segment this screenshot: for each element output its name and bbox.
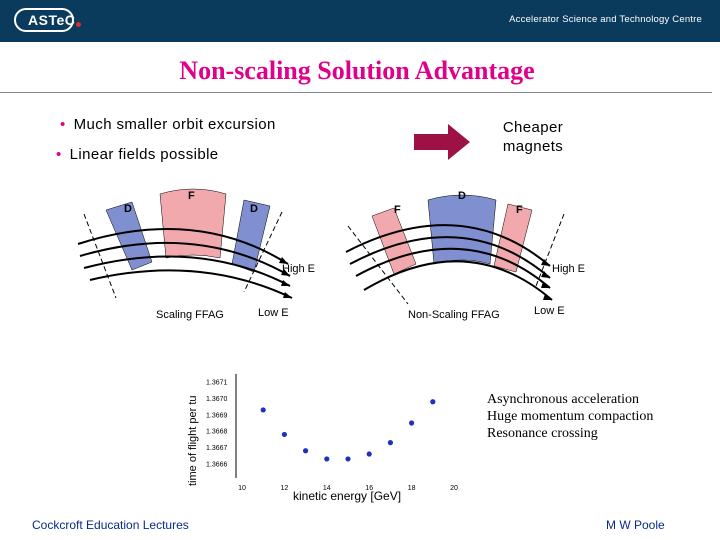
data-point [366,451,372,457]
bullet-item: • Much smaller orbit excursion [60,116,276,133]
nonscaling-ffag-diagram: F D F High E Low E Non-Scaling FFAG [345,190,585,321]
data-point [387,440,393,446]
y-tick-label: 1.3670 [206,396,228,403]
y-tick-label: 1.3667 [206,445,228,452]
x-tick-label: 14 [323,485,331,492]
x-tick-label: 18 [408,485,416,492]
result-line: Cheaper [502,119,564,136]
data-point [345,456,351,462]
energy-label: High E [282,263,315,275]
orbit-line [77,228,289,265]
magnet-label: D [124,203,132,215]
data-point [324,456,330,462]
orbit-line [79,241,291,277]
x-tick-label: 16 [365,485,373,492]
note-item: Huge momentum compaction [487,409,654,424]
y-tick-label: 1.3671 [206,380,228,387]
bullet-text: Much smaller orbit excursion [73,116,276,133]
magnet-label: D [250,203,258,215]
bullet-item: • Linear fields possible [56,146,219,163]
logo-dot-icon [76,22,81,27]
diagram-caption: Non-Scaling FFAG [408,309,500,321]
logo-text: ASTeC [28,12,76,28]
astec-logo: ASTeC [14,8,76,32]
magnet-label: D [458,190,466,202]
data-point [260,407,266,413]
header-bar: ASTeC Accelerator Science and Technology… [0,0,720,42]
x-tick-label: 20 [450,485,458,492]
bullet-text: Linear fields possible [69,146,219,163]
magnet-label: F [188,190,195,202]
x-tick-label: 10 [238,485,246,492]
bullet-icon: • [60,116,66,133]
data-point [303,448,309,454]
title-divider [0,92,712,93]
magnet-label: F [516,204,523,216]
y-axis-label: time of flight per tu [187,396,199,487]
magnet-label: F [394,204,401,216]
orbit-line [83,255,291,287]
orbit-line [363,260,553,301]
orbit-line [355,247,551,289]
boundary-line [243,211,283,293]
defocusing-magnet [105,201,153,271]
focusing-magnet [371,207,417,275]
note-item: Asynchronous acceleration [487,392,639,407]
data-point [409,420,415,426]
data-point [430,399,436,405]
note-item: Resonance crossing [487,426,598,441]
data-point [281,431,287,438]
y-tick-label: 1.3666 [206,461,228,468]
time-of-flight-chart: time of flight per tu kinetic energy [Ge… [187,374,458,503]
centre-name: Accelerator Science and Technology Centr… [509,14,702,25]
boundary-line [535,213,565,287]
orbit-line [89,269,293,299]
boundary-line [83,213,117,299]
notes-list: Asynchronous acceleration Huge momentum … [487,391,653,442]
x-tick-label: 12 [281,485,289,492]
energy-label: High E [552,263,585,275]
orbit-line [345,224,551,267]
scaling-ffag-diagram: D F D High E Low E Scaling FFAG [77,188,315,321]
diagram-caption: Scaling FFAG [156,309,224,321]
footer-left: Cockcroft Education Lectures [32,518,189,532]
slide-title: Non-scaling Solution Advantage [179,56,535,85]
x-axis-label: kinetic energy [GeV] [293,489,401,503]
right-arrow-icon [414,124,470,160]
result-line: magnets [502,138,564,155]
energy-label: Low E [258,307,289,319]
footer-right: M W Poole [606,518,665,532]
orbit-line [349,236,551,279]
y-tick-label: 1.3668 [206,429,228,436]
bullet-icon: • [56,146,62,163]
energy-label: Low E [534,305,565,317]
y-tick-label: 1.3669 [206,412,228,419]
focusing-magnet [493,203,533,273]
result-text: Cheaper magnets [480,118,586,156]
